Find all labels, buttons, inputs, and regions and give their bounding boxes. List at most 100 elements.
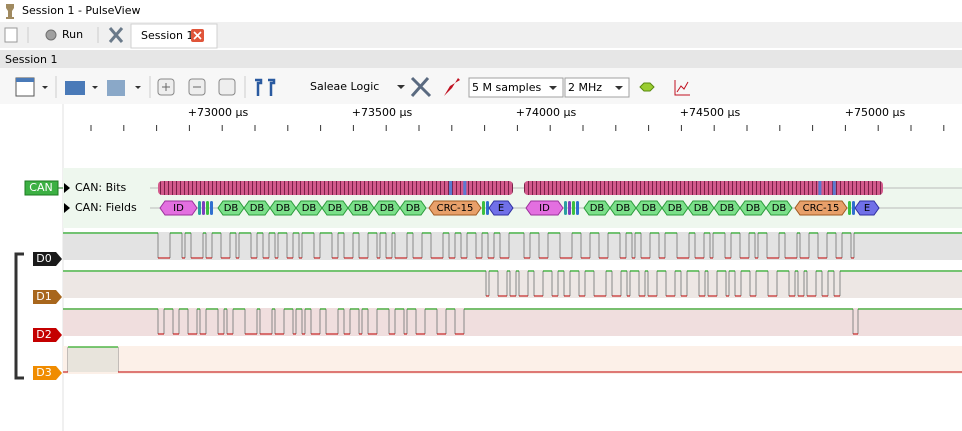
field-marker: [852, 201, 855, 215]
decoder-badge-label: CAN: [29, 181, 52, 194]
zoom-fit-button[interactable]: [218, 78, 236, 96]
field-label: CRC-15: [803, 203, 840, 214]
field-label: ID: [173, 203, 184, 214]
field-marker: [198, 201, 201, 215]
high-fill: [68, 347, 118, 372]
field-label: DB: [642, 203, 657, 214]
channel-label-box[interactable]: [33, 328, 62, 342]
channel-label-box[interactable]: [33, 252, 62, 266]
field-marker: [486, 201, 489, 215]
field-label: DB: [668, 203, 683, 214]
new-session-button[interactable]: [4, 27, 18, 43]
ruler-label: +74000 µs: [516, 106, 577, 119]
field-label: DB: [250, 203, 265, 214]
channel-group-bracket: [14, 252, 24, 380]
decoder-row-label: CAN: Fields: [75, 201, 137, 214]
channel-bg: [63, 346, 962, 374]
field-annotation: [488, 200, 514, 216]
field-label: DB: [720, 203, 735, 214]
math-button[interactable]: [674, 80, 690, 96]
field-label: CRC-15: [437, 203, 474, 214]
app-icon: [6, 4, 14, 19]
field-annotation: [765, 200, 793, 216]
field-annotation: [854, 200, 880, 216]
bit-stuff: [818, 181, 822, 195]
field-label: DB: [276, 203, 291, 214]
channel-label: D0: [36, 252, 51, 265]
run-icon: [45, 29, 57, 41]
field-label: DB: [302, 203, 317, 214]
decoder-trace: CAN CAN: Bits CAN: Fields ID DB DB DB DB DB DB DB D…: [24, 180, 962, 216]
samples-value[interactable]: 5 M samples: [472, 81, 541, 94]
bit-stuff: [463, 181, 467, 195]
waveform-edges: [485, 271, 841, 296]
field-annotation: [159, 200, 198, 216]
ruler-label: +73000 µs: [188, 106, 249, 119]
field-label: DB: [224, 203, 239, 214]
decoder-trace-bg: [63, 168, 962, 228]
window-title: Session 1 - PulseView: [22, 4, 141, 17]
row-expander[interactable]: [64, 183, 70, 193]
bit-stuff: [449, 181, 453, 195]
field-label: DB: [328, 203, 343, 214]
decoder-button[interactable]: [639, 82, 655, 92]
ruler-label: +75000 µs: [845, 106, 906, 119]
bits-annotations: [524, 181, 883, 195]
export-button[interactable]: [107, 80, 125, 96]
field-label: ID: [539, 203, 550, 214]
channel-label: D3: [36, 366, 51, 379]
channel-label-box[interactable]: [33, 366, 62, 380]
field-marker: [564, 201, 567, 215]
run-button[interactable]: Run: [62, 28, 83, 41]
field-marker: [572, 201, 575, 215]
channel-bg: [63, 232, 962, 260]
session-tab-label[interactable]: Session 1: [141, 29, 193, 42]
field-annotation: [399, 200, 427, 216]
bit-stuff: [832, 181, 836, 195]
channel-bg: [63, 308, 962, 336]
device-selector[interactable]: Saleae Logic: [310, 80, 379, 93]
row-expander[interactable]: [64, 203, 70, 213]
field-marker: [848, 201, 851, 215]
field-label: DB: [354, 203, 369, 214]
field-label: E: [498, 203, 504, 214]
title-bar: [0, 0, 962, 22]
channel-label: D2: [36, 328, 51, 341]
field-label: DB: [746, 203, 761, 214]
probe-button[interactable]: [444, 78, 460, 96]
field-annotation: [525, 200, 564, 216]
settings-icon[interactable]: [108, 27, 124, 43]
save-button[interactable]: [65, 81, 85, 95]
waveform-edges: [157, 233, 855, 258]
field-label: DB: [380, 203, 395, 214]
decoder-row-label: CAN: Bits: [75, 181, 127, 194]
rate-dropdown[interactable]: [564, 77, 630, 98]
channel-bg: [63, 270, 962, 298]
field-marker: [210, 201, 213, 215]
field-annotation: [428, 200, 482, 216]
field-marker: [202, 201, 205, 215]
ruler-label: +73500 µs: [352, 106, 413, 119]
cursor-button[interactable]: [255, 78, 276, 96]
field-marker: [568, 201, 571, 215]
field-label: DB: [616, 203, 631, 214]
field-label: DB: [772, 203, 787, 214]
channel-label-box[interactable]: [33, 290, 62, 304]
device-config-button[interactable]: [410, 76, 432, 98]
waveform-edges: [157, 309, 859, 334]
bits-annotations: [158, 181, 513, 195]
field-label: DB: [406, 203, 421, 214]
field-marker: [206, 201, 209, 215]
session-label: Session 1: [5, 53, 57, 66]
channel-label: D1: [36, 290, 51, 303]
samples-dropdown[interactable]: [468, 77, 564, 98]
field-label: DB: [590, 203, 605, 214]
field-marker: [576, 201, 579, 215]
field-label: E: [864, 203, 870, 214]
field-label: DB: [694, 203, 709, 214]
ruler-label: +74500 µs: [680, 106, 741, 119]
logic-channels: D0 D1 D2 D3: [33, 232, 962, 380]
rate-value[interactable]: 2 MHz: [568, 81, 602, 94]
ruler: +73000 µs +73500 µs +74000 µs +74500 µs +750…: [90, 106, 945, 131]
